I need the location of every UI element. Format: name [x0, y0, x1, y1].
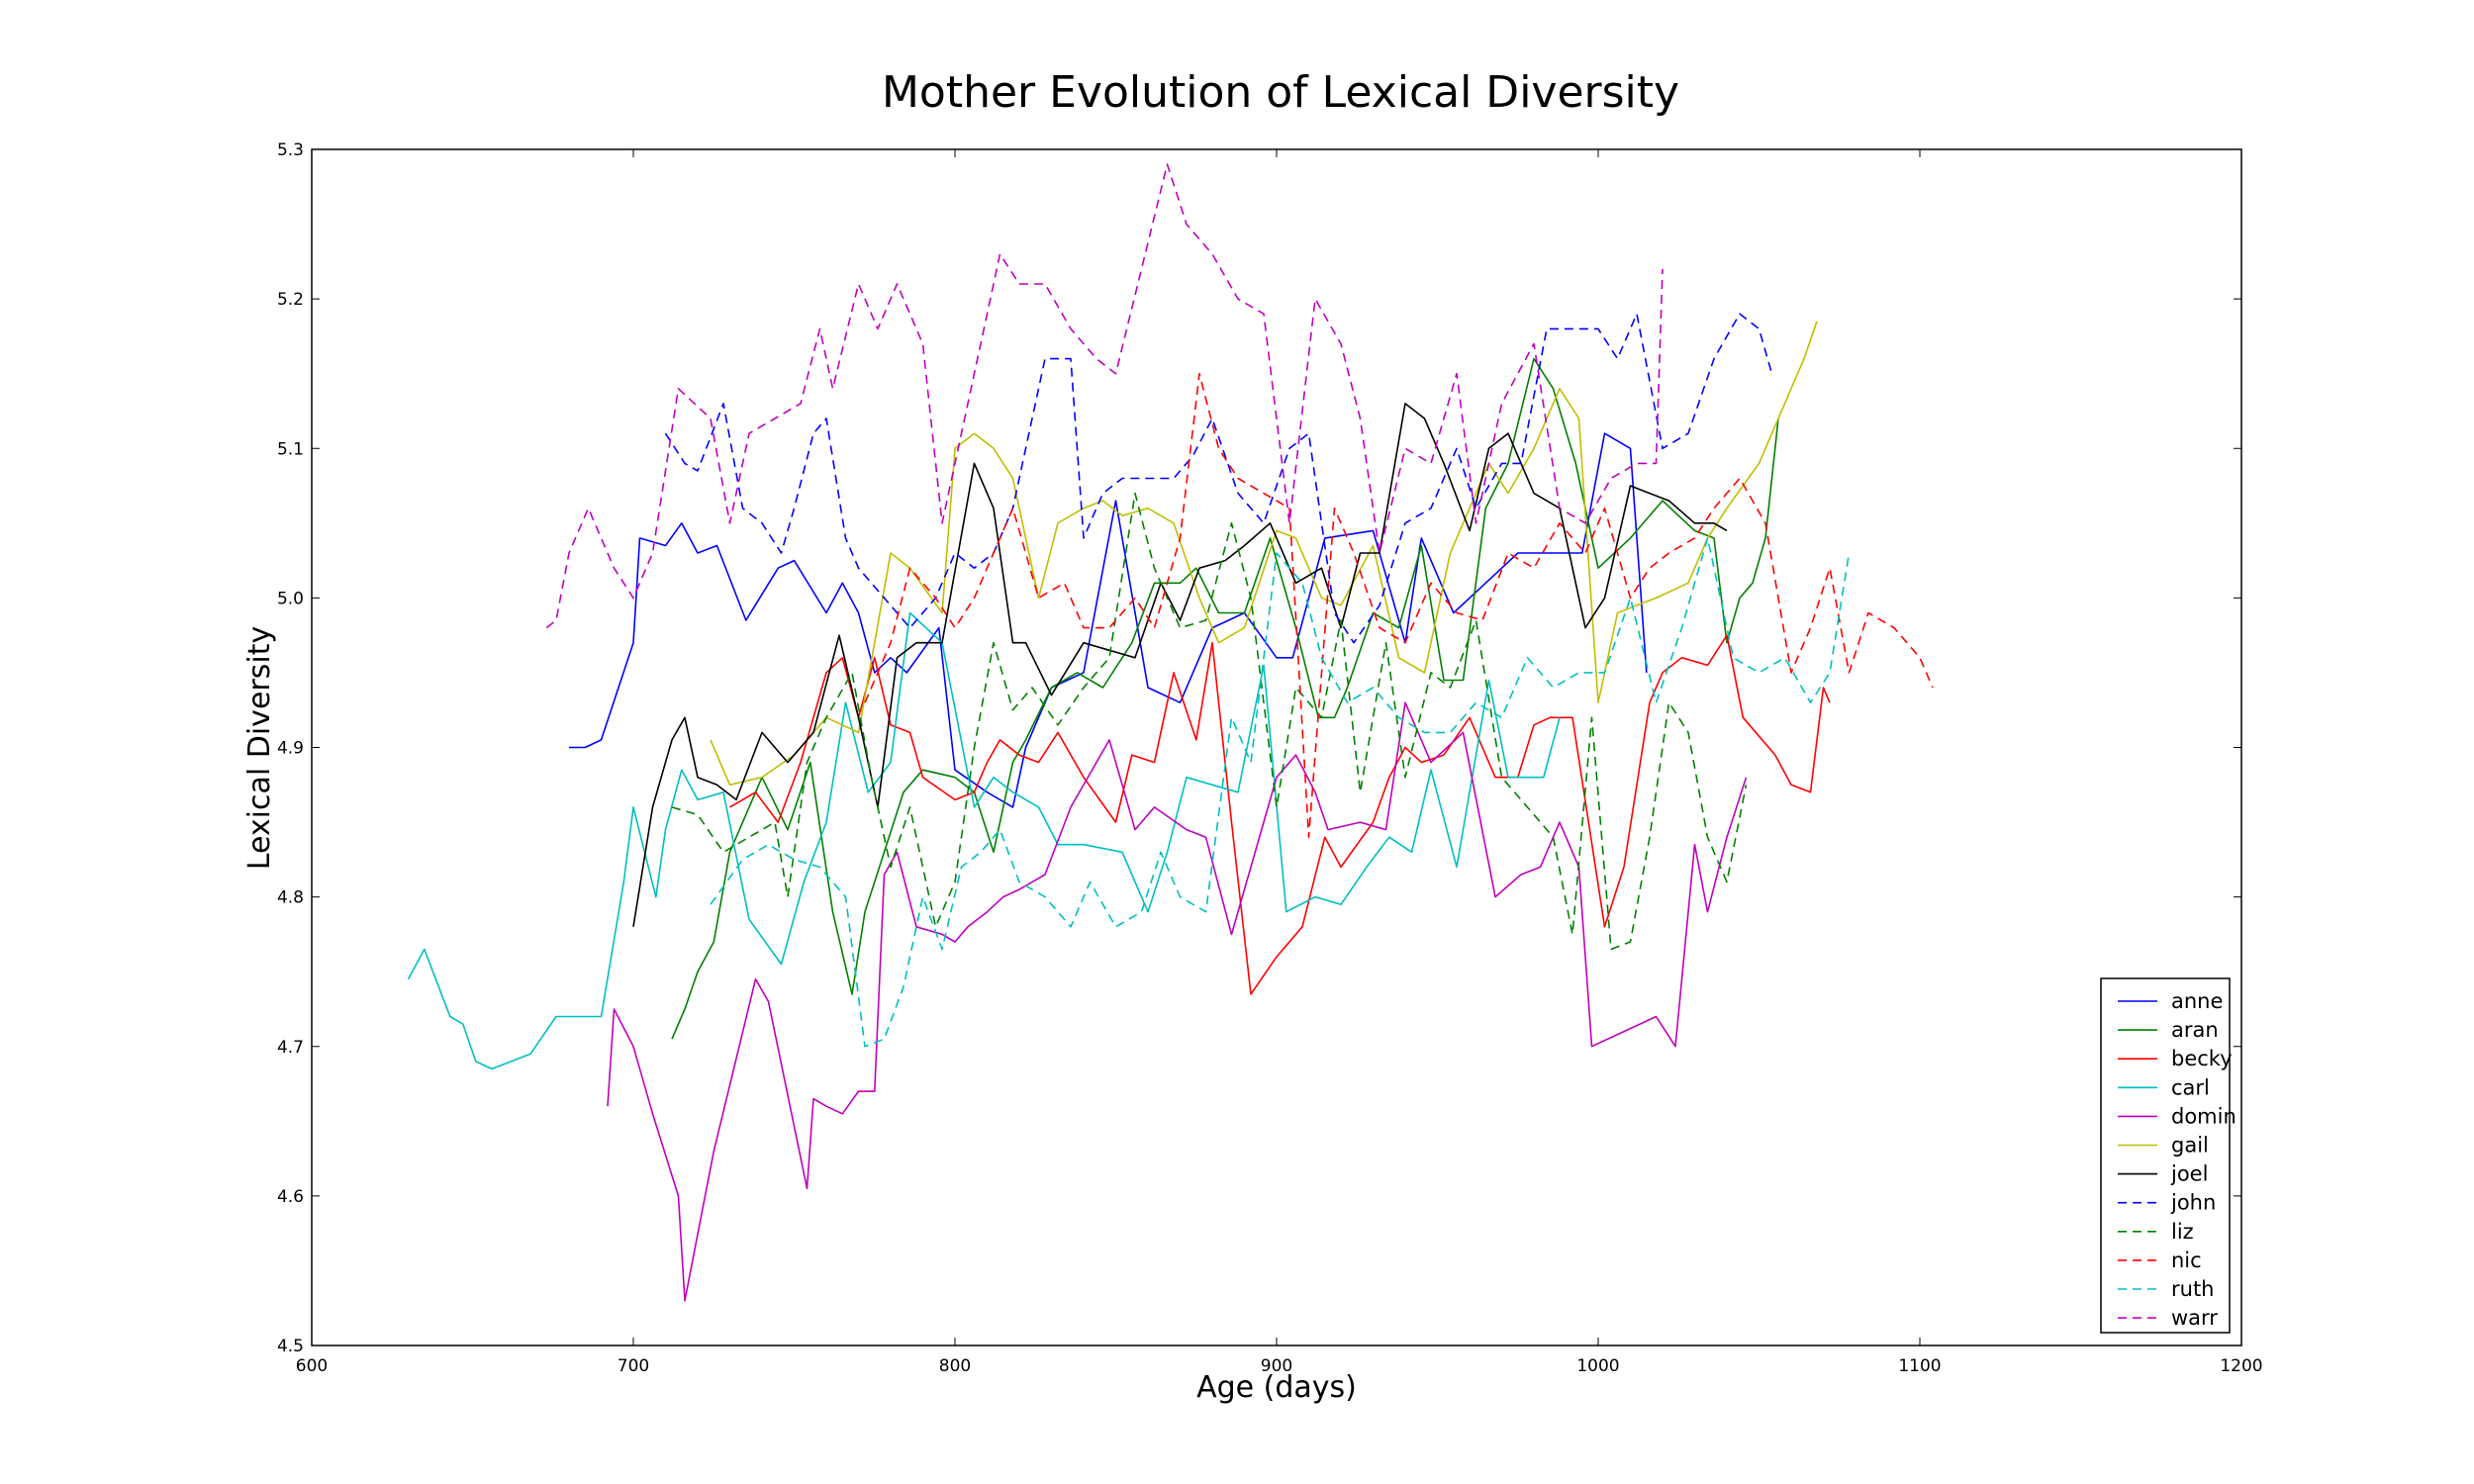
- x-tick-label: 800: [939, 1356, 971, 1376]
- legend-label-warr: warr: [2171, 1306, 2218, 1330]
- y-tick-label: 4.9: [277, 739, 304, 759]
- series-line-ruth: [710, 537, 1851, 1048]
- legend-label-anne: anne: [2171, 989, 2223, 1013]
- y-tick-label: 4.6: [277, 1187, 304, 1207]
- y-tick-label: 4.8: [277, 888, 304, 908]
- series-line-john: [664, 313, 1773, 644]
- x-axis: 600 700 800 900 1000 1100 1200: [296, 149, 2263, 1376]
- legend-label-becky: becky: [2171, 1047, 2233, 1070]
- legend-label-aran: aran: [2171, 1018, 2219, 1042]
- legend-label-john: john: [2170, 1191, 2216, 1215]
- series-line-joel: [632, 403, 1728, 927]
- x-tick-label: 700: [618, 1356, 649, 1376]
- x-tick-label: 900: [1261, 1356, 1292, 1376]
- y-axis: 4.5 4.6 4.7 4.8 4.9 5.0 5.1 5.2 5.3: [277, 140, 2241, 1356]
- y-tick-label: 4.7: [277, 1038, 304, 1058]
- y-tick-label: 4.5: [277, 1337, 304, 1356]
- x-tick-label: 1200: [2220, 1356, 2262, 1376]
- series-line-gail: [710, 321, 1818, 787]
- legend-label-ruth: ruth: [2171, 1277, 2215, 1301]
- series-line-domin: [607, 701, 1748, 1302]
- legend-label-carl: carl: [2171, 1075, 2210, 1099]
- y-tick-label: 5.1: [277, 439, 304, 459]
- legend-box: [2100, 977, 2231, 1334]
- legend-label-nic: nic: [2171, 1249, 2202, 1272]
- x-axis-label: Age (days): [1196, 1370, 1357, 1405]
- series-line-becky: [729, 634, 1831, 995]
- y-tick-label: 5.2: [277, 290, 304, 310]
- legend: anne aran becky carl domin gail joel john liz nic…: [2100, 977, 2236, 1334]
- legend-label-joel: joel: [2170, 1162, 2208, 1186]
- series-line-warr: [545, 163, 1664, 629]
- y-axis-label: Lexical Diversity: [242, 626, 277, 870]
- plot-lines: [407, 163, 1934, 1302]
- plot-frame: [311, 148, 2242, 1346]
- y-tick-label: 5.3: [277, 140, 304, 160]
- x-tick-label: 600: [296, 1356, 328, 1376]
- series-line-carl: [407, 611, 1561, 1070]
- x-tick-label: 1000: [1576, 1356, 1619, 1376]
- legend-label-domin: domin: [2171, 1104, 2236, 1128]
- legend-label-gail: gail: [2171, 1134, 2209, 1158]
- legend-label-liz: liz: [2171, 1220, 2194, 1244]
- chart-title: Mother Evolution of Lexical Diversity: [882, 67, 1679, 118]
- series-line-nic: [864, 372, 1934, 839]
- series-line-anne: [569, 432, 1648, 808]
- series-line-aran: [671, 357, 1779, 1040]
- y-tick-label: 5.0: [277, 589, 304, 608]
- series-line-liz: [671, 492, 1748, 951]
- x-tick-label: 1100: [1898, 1356, 1941, 1376]
